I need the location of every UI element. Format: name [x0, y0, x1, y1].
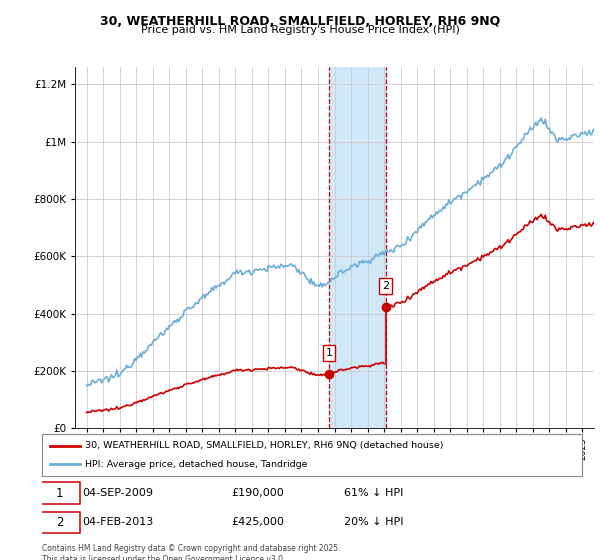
FancyBboxPatch shape: [40, 511, 80, 533]
Text: 2: 2: [56, 516, 64, 529]
Text: 30, WEATHERHILL ROAD, SMALLFIELD, HORLEY, RH6 9NQ: 30, WEATHERHILL ROAD, SMALLFIELD, HORLEY…: [100, 15, 500, 27]
Text: 1: 1: [56, 487, 64, 500]
Text: £190,000: £190,000: [231, 488, 284, 498]
Text: 20% ↓ HPI: 20% ↓ HPI: [344, 517, 404, 528]
Text: Contains HM Land Registry data © Crown copyright and database right 2025.
This d: Contains HM Land Registry data © Crown c…: [42, 544, 341, 560]
FancyBboxPatch shape: [40, 483, 80, 504]
FancyBboxPatch shape: [42, 434, 582, 476]
Text: 61% ↓ HPI: 61% ↓ HPI: [344, 488, 404, 498]
Text: £425,000: £425,000: [231, 517, 284, 528]
Text: 04-FEB-2013: 04-FEB-2013: [83, 517, 154, 528]
Bar: [329, 67, 386, 428]
Text: Price paid vs. HM Land Registry's House Price Index (HPI): Price paid vs. HM Land Registry's House …: [140, 25, 460, 35]
Text: 30, WEATHERHILL ROAD, SMALLFIELD, HORLEY, RH6 9NQ (detached house): 30, WEATHERHILL ROAD, SMALLFIELD, HORLEY…: [85, 441, 444, 450]
Text: 1: 1: [326, 348, 332, 358]
Text: 04-SEP-2009: 04-SEP-2009: [83, 488, 154, 498]
Text: 2: 2: [382, 281, 389, 291]
Text: HPI: Average price, detached house, Tandridge: HPI: Average price, detached house, Tand…: [85, 460, 308, 469]
